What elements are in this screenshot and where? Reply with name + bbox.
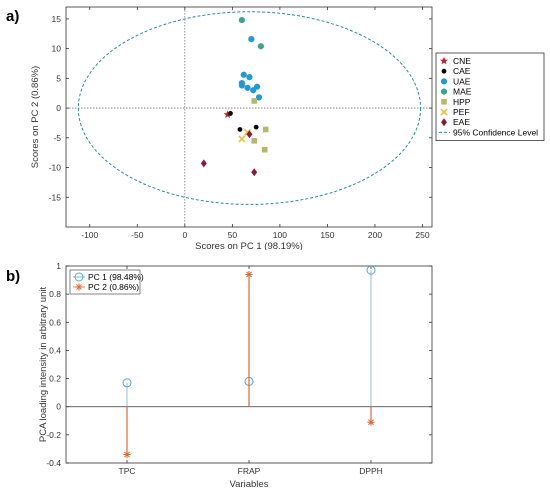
y-tick-label: -5 xyxy=(53,133,61,143)
point-cae xyxy=(237,127,243,132)
y-tick-label: 5 xyxy=(56,73,61,83)
legend-marker-eae xyxy=(441,118,447,127)
x-tick-label: 200 xyxy=(368,230,382,240)
legend-marker-pef xyxy=(440,108,448,116)
y-tick-label: 10 xyxy=(52,44,62,54)
legend-box-a xyxy=(435,52,545,141)
y-tick-label: -0.4 xyxy=(46,458,61,468)
point-uae xyxy=(248,36,255,43)
panel-a-label: a) xyxy=(6,8,20,25)
point-eae xyxy=(246,130,253,139)
stem-marker xyxy=(367,418,375,426)
point-hpp xyxy=(262,126,269,133)
y-axis-label: Scores on PC 2 (0.86%) xyxy=(30,66,41,168)
x-tick-label: FRAP xyxy=(238,466,261,476)
y-tick-label: 0 xyxy=(56,103,61,113)
legend-label-eae: EAE xyxy=(453,117,470,127)
point-uae xyxy=(244,84,251,91)
y-tick-label: 0.4 xyxy=(49,345,61,355)
stem-marker xyxy=(245,270,253,279)
confidence-ellipse xyxy=(77,11,422,205)
y-tick-label: -10 xyxy=(49,163,62,173)
point-eae xyxy=(200,159,207,168)
x-tick-label: DPPH xyxy=(359,466,383,476)
legend-label-pef: PEF xyxy=(453,107,470,117)
y-tick-label: 0.8 xyxy=(49,289,61,299)
y-tick-label: 0.6 xyxy=(49,317,61,327)
point-mae xyxy=(238,16,245,24)
point-pef xyxy=(238,135,246,143)
point-hpp xyxy=(251,98,258,104)
legend-label-uae: UAE xyxy=(453,76,471,86)
y-tick-label: 15 xyxy=(52,14,62,24)
legend-label-cne: CNE xyxy=(453,56,471,66)
x-axis-label: Variables xyxy=(230,479,269,490)
pca-scores-chart: -100 -50 0 50 100 150 200 250-15-10-5051015Scor… xyxy=(30,6,545,250)
point-uae xyxy=(238,80,245,87)
point-uae xyxy=(240,71,247,78)
y-tick-label: -15 xyxy=(49,192,62,202)
stem-marker xyxy=(123,450,131,459)
legend-label-hpp: HPP xyxy=(453,97,471,107)
legend-marker-uae xyxy=(440,78,448,85)
point-cae xyxy=(228,111,233,116)
x-tick-label: 100 xyxy=(273,230,287,240)
legend-label-confidence: 95% Confidence Level xyxy=(453,127,538,137)
y-tick-label: 1 xyxy=(56,261,61,271)
point-mae xyxy=(257,43,264,50)
legend-label: PC 1 (98.48%) xyxy=(88,272,144,282)
point-cae xyxy=(253,124,259,130)
legend-marker xyxy=(75,283,83,291)
x-tick-label: 250 xyxy=(415,230,429,240)
legend-label-cae: CAE xyxy=(453,66,471,76)
y-tick-label: 0.2 xyxy=(49,374,61,384)
y-tick-label: -0.2 xyxy=(46,430,61,440)
plot-area-a xyxy=(65,6,433,228)
y-tick-label: 0 xyxy=(56,402,61,412)
stem-marker xyxy=(366,265,376,275)
pca-loadings-chart: -0.4 -0.2 0 0.2 0.4 0.6 0.8 1 TPC FRAP DPPH Variabl… xyxy=(38,261,433,490)
panel-b-label: b) xyxy=(6,268,21,285)
point-uae xyxy=(253,83,261,90)
legend-label-mae: MAE xyxy=(453,87,472,97)
x-tick-label: 150 xyxy=(320,230,334,240)
x-tick-label: -50 xyxy=(131,230,144,240)
point-eae xyxy=(251,168,258,177)
point-hpp xyxy=(251,137,258,144)
x-tick-label: TPC xyxy=(119,466,136,476)
x-tick-label: 50 xyxy=(228,230,238,240)
legend-marker-cne xyxy=(440,56,448,65)
legend-marker-hpp xyxy=(441,99,447,105)
point-uae xyxy=(255,94,263,101)
point-cne xyxy=(223,110,232,119)
legend-marker-mae xyxy=(440,88,448,95)
point-hpp xyxy=(261,146,268,153)
y-axis-label: PCA loading intensity in arbitrary unit xyxy=(38,287,49,443)
stem-marker xyxy=(122,378,132,388)
x-axis-label: Scores on PC 1 (98.19%) xyxy=(195,241,303,250)
x-tick-label: 0 xyxy=(182,230,187,240)
point-uae xyxy=(246,74,253,81)
x-tick-label: -100 xyxy=(81,230,98,240)
legend-label: PC 2 (0.86%) xyxy=(88,282,139,292)
legend-marker xyxy=(74,272,84,282)
legend-marker-cae xyxy=(441,68,447,74)
